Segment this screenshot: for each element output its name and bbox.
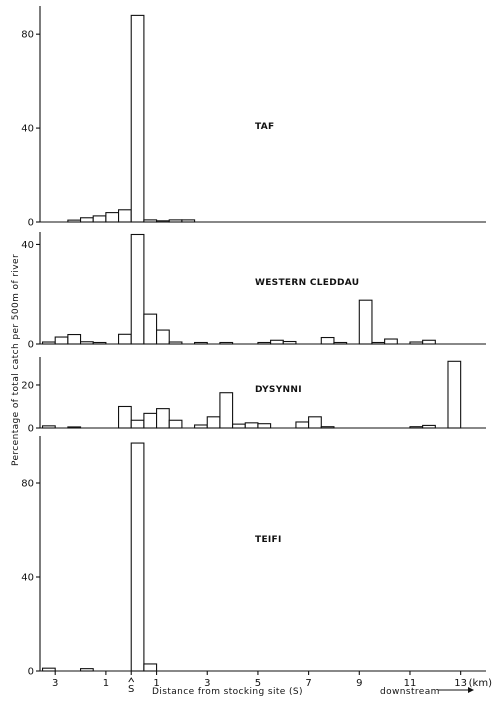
bar <box>384 338 398 345</box>
bar <box>219 392 234 429</box>
bar <box>181 219 196 223</box>
bar <box>168 419 183 429</box>
y-tick-label: 0 <box>28 667 34 678</box>
x-tick-label: 13 <box>454 678 467 689</box>
bar <box>67 426 82 429</box>
bar <box>308 416 322 429</box>
bar <box>257 423 272 429</box>
downstream-arrow <box>438 687 474 693</box>
bar <box>295 421 310 429</box>
x-tick-label: 1 <box>153 678 159 689</box>
x-tick-label: 3 <box>52 678 58 689</box>
y-tick-label: 0 <box>28 218 34 229</box>
panels-group: 0 40 80 TAF 0 40 WESTERN CLEDDAU 0 20 DYSYNNI 0 40 8… <box>21 6 486 678</box>
bar <box>282 340 297 345</box>
bar <box>41 425 56 429</box>
bar <box>143 313 158 345</box>
y-tick-label: 80 <box>21 479 34 490</box>
bar <box>156 329 170 345</box>
bar <box>219 341 234 345</box>
y-tick-label: 80 <box>21 30 34 41</box>
bar <box>130 233 145 345</box>
bar <box>194 341 208 345</box>
bar <box>130 14 145 223</box>
bar <box>143 663 158 672</box>
bar <box>79 217 94 223</box>
bar <box>41 341 56 345</box>
x-tick-label: 11 <box>404 678 417 689</box>
bar <box>409 426 424 429</box>
bar <box>447 360 462 429</box>
bar <box>270 339 284 345</box>
x-tick-label: 9 <box>356 678 362 689</box>
bar <box>422 339 436 345</box>
bar <box>79 341 94 345</box>
x-axis: 3 1S1 3 5 7 9 11 13 (km) <box>52 671 492 695</box>
bar <box>320 426 335 429</box>
bar <box>168 341 183 345</box>
bar <box>232 423 246 429</box>
bar <box>156 220 170 223</box>
panel-title: DYSYNNI <box>255 385 302 395</box>
bar <box>79 668 94 672</box>
bar <box>194 424 208 429</box>
bar <box>130 419 145 429</box>
x-tick-label: 5 <box>255 678 261 689</box>
x-tick-label: 7 <box>305 678 311 689</box>
panel-title: TEIFI <box>255 535 282 545</box>
bar <box>118 405 132 429</box>
bar <box>118 333 132 345</box>
panel-teifi: 0 40 80 TEIFI <box>21 436 486 678</box>
stocking-site-marker <box>128 677 135 683</box>
bar <box>92 341 107 345</box>
panel-western-cleddau: 0 40 WESTERN CLEDDAU <box>21 232 486 351</box>
x-axis-label: Distance from stocking site (S) <box>152 687 303 697</box>
bar <box>92 215 107 223</box>
bar <box>54 336 69 345</box>
y-tick-label: 40 <box>21 124 34 135</box>
bar <box>67 219 82 223</box>
bar <box>371 341 386 345</box>
panel-title: WESTERN CLEDDAU <box>255 278 359 288</box>
y-tick-label: 0 <box>28 340 34 351</box>
y-tick-label: 40 <box>21 240 34 251</box>
bar <box>130 442 145 672</box>
bar <box>333 341 348 345</box>
x-tick-label: 1 <box>103 678 109 689</box>
bar <box>358 299 373 345</box>
panel-title: TAF <box>255 122 274 132</box>
downstream-label: downstream <box>380 687 440 697</box>
bar <box>143 219 158 223</box>
y-tick-label: 40 <box>21 573 34 584</box>
bar <box>409 341 424 345</box>
panel-dysynni: 0 20 DYSYNNI <box>21 357 486 435</box>
y-tick-label: 20 <box>21 380 34 391</box>
bar <box>206 416 221 429</box>
bar <box>67 333 82 345</box>
bar <box>105 212 120 223</box>
bar <box>168 219 183 223</box>
panel-taf: 0 40 80 TAF <box>21 6 486 229</box>
bar <box>244 422 259 429</box>
bar <box>156 408 170 429</box>
bar <box>41 667 56 672</box>
y-axis-label: Percentage of total catch per 500m of ri… <box>11 254 21 466</box>
x-tick-label: 3 <box>204 678 210 689</box>
bar <box>320 336 335 345</box>
bar <box>143 412 158 429</box>
y-tick-label: 0 <box>28 424 34 435</box>
x-unit-label: (km) <box>469 678 492 689</box>
bar <box>257 341 272 345</box>
x-tick-label: S <box>128 684 134 695</box>
bar <box>422 424 436 429</box>
bar <box>118 209 132 223</box>
